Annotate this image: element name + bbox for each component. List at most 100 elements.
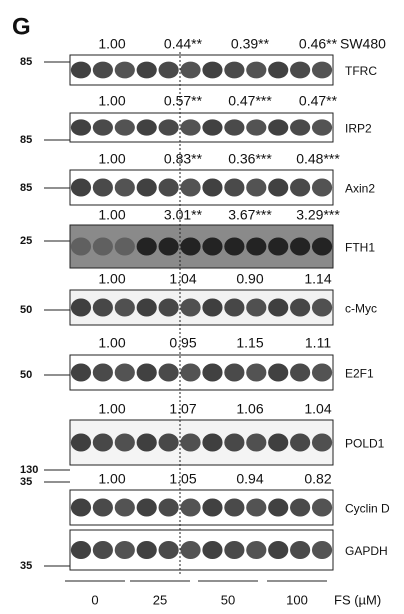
protein-name: GAPDH [345, 544, 388, 558]
band [114, 178, 135, 197]
quant-value: 1.00 [98, 207, 125, 223]
group-label: 100 [286, 592, 308, 607]
band [136, 178, 157, 197]
band [114, 433, 135, 452]
quant-value: 1.07 [169, 401, 196, 417]
quant-value: 0.47*** [228, 93, 272, 109]
band [311, 541, 333, 559]
band [158, 298, 179, 317]
band [311, 237, 333, 256]
blot-box [69, 489, 334, 526]
band [290, 237, 311, 256]
band [224, 498, 245, 517]
blot-box [69, 354, 334, 391]
protein-name: FTH1 [345, 241, 375, 255]
band [70, 498, 92, 517]
band [268, 119, 289, 136]
quant-value: 0.47** [299, 93, 338, 109]
quant-value: 1.00 [98, 471, 125, 487]
marker-size: 50 [20, 304, 32, 316]
quant-value: 0.39** [231, 36, 270, 52]
band [92, 298, 113, 317]
band [202, 498, 223, 517]
band [246, 498, 267, 517]
band [246, 363, 267, 382]
blot-box [69, 289, 334, 326]
band [246, 237, 267, 256]
band [136, 237, 157, 256]
band [311, 363, 333, 382]
band [311, 61, 333, 79]
band [180, 433, 201, 452]
band [246, 541, 267, 559]
band [202, 433, 223, 452]
blot-box [69, 419, 334, 466]
band [311, 298, 333, 317]
quant-value: 0.90 [236, 271, 263, 287]
band [268, 61, 289, 79]
band [224, 541, 245, 559]
band [136, 61, 157, 79]
band [180, 237, 201, 256]
quant-value: 1.00 [98, 93, 125, 109]
band [158, 61, 179, 79]
cell-line: SW480 [340, 36, 386, 52]
band [180, 119, 201, 136]
band [180, 541, 201, 559]
band [180, 363, 201, 382]
protein-name: TFRC [345, 64, 377, 78]
quant-value: 3.29*** [296, 207, 340, 223]
quant-value: 0.48*** [296, 151, 340, 167]
band [136, 298, 157, 317]
quant-value: 1.04 [169, 271, 196, 287]
band [92, 119, 113, 136]
quant-value: 3.67*** [228, 207, 272, 223]
band [180, 298, 201, 317]
band [70, 237, 92, 256]
band [70, 61, 92, 79]
band [246, 433, 267, 452]
band [136, 119, 157, 136]
band [224, 237, 245, 256]
quant-value: 1.00 [98, 401, 125, 417]
band [180, 498, 201, 517]
protein-name: c-Myc [345, 302, 377, 316]
quant-value: 0.82 [304, 471, 331, 487]
marker-size: 50 [20, 369, 32, 381]
band [290, 61, 311, 79]
band [114, 363, 135, 382]
band [224, 363, 245, 382]
quant-value: 1.00 [98, 271, 125, 287]
band [92, 363, 113, 382]
band [246, 298, 267, 317]
band [202, 363, 223, 382]
band [70, 298, 92, 317]
band [180, 178, 201, 197]
quant-value: 3.01** [164, 207, 203, 223]
quant-value: 1.00 [98, 335, 125, 351]
band [114, 119, 135, 136]
band [268, 178, 289, 197]
panel-label: G [12, 13, 31, 40]
band [311, 178, 333, 197]
band [92, 541, 113, 559]
band [268, 433, 289, 452]
band [92, 61, 113, 79]
band [202, 119, 223, 136]
band [290, 119, 311, 136]
band [202, 61, 223, 79]
band [92, 237, 113, 256]
group-label: 25 [153, 592, 167, 607]
quant-value: 1.05 [169, 471, 196, 487]
band [136, 541, 157, 559]
blot-box [69, 529, 334, 571]
band [92, 498, 113, 517]
band [114, 498, 135, 517]
band [268, 363, 289, 382]
band [246, 178, 267, 197]
band [224, 298, 245, 317]
band [114, 541, 135, 559]
blot-box [69, 112, 334, 143]
band [70, 433, 92, 452]
